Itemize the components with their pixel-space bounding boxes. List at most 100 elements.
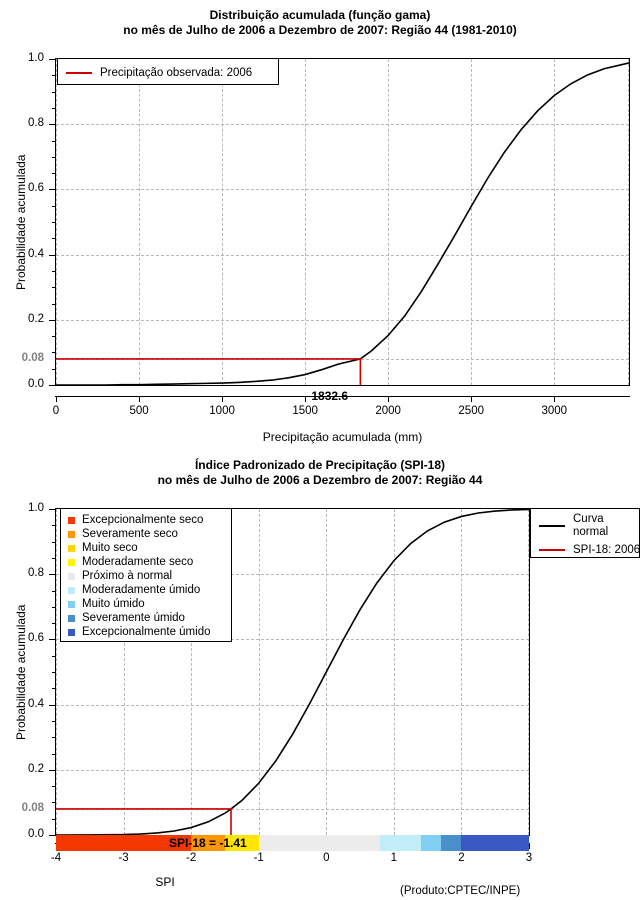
y-axis-tick-label: 1.0 bbox=[0, 52, 44, 64]
y-axis-minor-tick bbox=[52, 75, 55, 76]
color-swatch-icon bbox=[68, 517, 75, 524]
y-axis-minor-tick bbox=[52, 525, 55, 526]
gamma-legend-item-observed: Precipitação observada: 2006 bbox=[58, 59, 278, 86]
y-axis-tick-label: 0.2 bbox=[0, 313, 44, 325]
spi-category-legend-item: Próximo à normal bbox=[61, 569, 231, 583]
spi-title-line1: Índice Padronizado de Precipitação (SPI-… bbox=[0, 458, 640, 473]
x-axis-tick-mark bbox=[471, 396, 472, 402]
y-axis-tick-label: 0.0 bbox=[0, 378, 44, 390]
y-axis-tick-mark bbox=[49, 385, 55, 386]
x-axis-tick-label: -2 bbox=[161, 852, 221, 864]
y-axis-tick-label: 0.08 bbox=[0, 352, 44, 364]
x-axis-tick-label: 3000 bbox=[524, 405, 584, 417]
spi-category-legend-item: Muito úmido bbox=[61, 597, 231, 611]
gamma-annotation-value: 1832.6 bbox=[311, 389, 348, 403]
x-axis-tick-mark bbox=[388, 396, 389, 402]
gamma-legend: Precipitação observada: 2006 bbox=[57, 58, 279, 85]
x-axis-tick-label: -4 bbox=[26, 852, 86, 864]
color-swatch-icon bbox=[68, 629, 75, 636]
y-axis-minor-tick bbox=[52, 542, 55, 543]
y-axis-minor-tick bbox=[52, 607, 55, 608]
y-axis-tick-mark bbox=[49, 770, 55, 771]
y-axis-tick-mark bbox=[49, 189, 55, 190]
y-axis-minor-tick bbox=[52, 819, 55, 820]
y-axis-minor-tick bbox=[52, 206, 55, 207]
y-axis-minor-tick bbox=[52, 173, 55, 174]
y-axis-tick-label: 0.08 bbox=[0, 802, 44, 814]
y-axis-minor-tick bbox=[52, 271, 55, 272]
colorbar-segment bbox=[380, 835, 421, 851]
color-swatch-icon bbox=[68, 559, 75, 566]
x-axis-tick-mark bbox=[554, 396, 555, 402]
x-axis-tick-mark bbox=[305, 396, 306, 402]
spi-y-axis-title: Probabilidade acumulada bbox=[14, 605, 28, 740]
y-axis-minor-tick bbox=[52, 336, 55, 337]
y-axis-minor-tick bbox=[52, 287, 55, 288]
color-swatch-icon bbox=[68, 545, 75, 552]
spi-category-legend-label: Moderadamente úmido bbox=[82, 584, 200, 596]
spi-category-legend-label: Muito úmido bbox=[82, 598, 145, 610]
chart-panel-spi: Índice Padronizado de Precipitação (SPI-… bbox=[0, 450, 640, 900]
spi-category-legend-item: Moderadamente úmido bbox=[61, 583, 231, 597]
spi-title-line2: no mês de Julho de 2006 a Dezembro de 20… bbox=[0, 473, 640, 488]
spi-category-legend-label: Muito seco bbox=[82, 542, 138, 554]
y-axis-minor-tick bbox=[52, 721, 55, 722]
y-axis-minor-tick bbox=[52, 737, 55, 738]
spi-legend-item-normal-curve: Curva normal bbox=[531, 511, 639, 541]
spi-marker-line bbox=[56, 809, 231, 835]
x-axis-tick-label: -1 bbox=[229, 852, 289, 864]
y-axis-minor-tick bbox=[52, 352, 55, 353]
y-axis-minor-tick bbox=[52, 802, 55, 803]
black-line-icon bbox=[539, 525, 565, 527]
x-axis-tick-label: 1000 bbox=[192, 405, 252, 417]
y-axis-minor-tick bbox=[52, 656, 55, 657]
color-swatch-icon bbox=[68, 531, 75, 538]
x-axis-tick-label: 3 bbox=[499, 852, 559, 864]
y-axis-tick-mark bbox=[49, 835, 55, 836]
y-axis-minor-tick bbox=[52, 222, 55, 223]
y-axis-tick-mark bbox=[49, 255, 55, 256]
spi-legend-label-observed: SPI-18: 2006 bbox=[573, 544, 640, 556]
x-axis-tick-label: 0 bbox=[26, 405, 86, 417]
y-axis-tick-label: 0.8 bbox=[0, 117, 44, 129]
y-axis-tick-mark bbox=[49, 59, 55, 60]
spi-x-axis-title: SPI bbox=[55, 875, 275, 889]
spi-category-legend: Excepcionalmente secoSeveramente secoMui… bbox=[60, 508, 232, 642]
colorbar-segment bbox=[461, 835, 529, 851]
x-axis-tick-mark bbox=[222, 396, 223, 402]
spi-category-legend-label: Próximo à normal bbox=[82, 570, 172, 582]
spi-chart-title: Índice Padronizado de Precipitação (SPI-… bbox=[0, 458, 640, 488]
spi-category-colorbar bbox=[56, 835, 529, 851]
y-axis-tick-label: 0.2 bbox=[0, 763, 44, 775]
spi-category-legend-item: Excepcionalmente úmido bbox=[61, 625, 231, 639]
gamma-legend-label: Precipitação observada: 2006 bbox=[100, 67, 252, 79]
y-axis-minor-tick bbox=[52, 786, 55, 787]
color-swatch-icon bbox=[68, 587, 75, 594]
spi-legend-item-observed: SPI-18: 2006 bbox=[531, 541, 639, 559]
colorbar-segment bbox=[441, 835, 461, 851]
y-axis-minor-tick bbox=[52, 92, 55, 93]
y-axis-minor-tick bbox=[52, 157, 55, 158]
y-axis-minor-tick bbox=[52, 238, 55, 239]
credit-text: (Produto:CPTEC/INPE) bbox=[400, 885, 520, 897]
x-axis-tick-mark bbox=[56, 396, 57, 402]
x-axis-tick-label: 0 bbox=[296, 852, 356, 864]
x-axis-tick-mark bbox=[529, 843, 530, 849]
y-axis-minor-tick bbox=[52, 672, 55, 673]
spi-category-legend-label: Excepcionalmente úmido bbox=[82, 626, 211, 638]
spi-category-legend-item: Moderadamente seco bbox=[61, 555, 231, 569]
y-axis-tick-mark bbox=[49, 124, 55, 125]
y-axis-minor-tick bbox=[52, 558, 55, 559]
gamma-y-axis-title: Probabilidade acumulada bbox=[14, 155, 28, 290]
y-axis-minor-tick bbox=[52, 688, 55, 689]
spi-legend-label-normal-curve: Curva normal bbox=[573, 513, 625, 539]
y-axis-minor-tick bbox=[52, 141, 55, 142]
y-axis-minor-tick bbox=[52, 304, 55, 305]
spi-category-legend-label: Severamente seco bbox=[82, 528, 178, 540]
x-axis-tick-label: 2000 bbox=[358, 405, 418, 417]
spi-curve-legend: Curva normal SPI-18: 2006 bbox=[530, 508, 640, 558]
red-line-icon bbox=[66, 72, 92, 74]
chart-panel-gamma: Distribuição acumulada (função gama) no … bbox=[0, 0, 640, 450]
gamma-plot-area bbox=[55, 58, 630, 386]
gamma-title-line1: Distribuição acumulada (função gama) bbox=[0, 8, 640, 23]
